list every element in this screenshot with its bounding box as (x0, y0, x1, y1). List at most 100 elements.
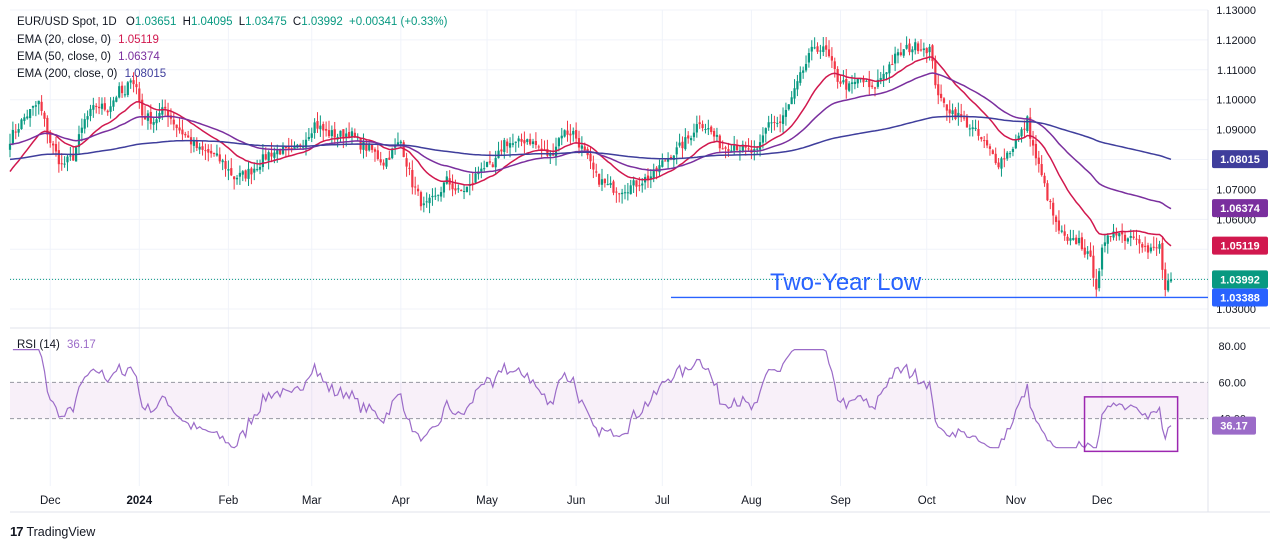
candle-body (833, 61, 836, 70)
candle-body (227, 169, 230, 171)
two-year-low-tag-label: 1.03388 (1220, 292, 1260, 304)
candle-body (1020, 129, 1023, 137)
candle-body (1011, 148, 1015, 152)
candle-body (807, 53, 811, 63)
price-axis[interactable]: 1.13000 1.12000 1.11000 1.10000 1.09000 1.080… (1212, 5, 1268, 435)
candle-body (1092, 255, 1095, 278)
candle-body (1006, 152, 1009, 159)
candle-body (439, 192, 443, 197)
candle-body (1046, 183, 1049, 201)
candle-body (54, 144, 58, 152)
time-tick-label: Sep (830, 495, 850, 507)
candle (1066, 233, 1069, 245)
candle-body (350, 131, 354, 137)
candle-body (1169, 279, 1173, 282)
candle-body (549, 153, 552, 156)
candle-body (580, 145, 583, 149)
tradingview-logo[interactable]: 17 TradingView (10, 524, 95, 539)
candle-body (612, 181, 615, 193)
candle (928, 43, 931, 61)
candle-body (695, 124, 698, 133)
candle-body (727, 149, 730, 152)
candle-body (69, 155, 72, 157)
rsi-legend[interactable]: RSI (14) 36.17 (17, 339, 96, 351)
candle-body (437, 194, 440, 196)
candle-body (428, 197, 431, 204)
candle-body (247, 168, 250, 179)
candle-body (836, 68, 839, 82)
candle (822, 37, 825, 57)
candle-body (471, 182, 474, 184)
candle (980, 136, 983, 142)
candle-body (49, 133, 52, 143)
candle (448, 170, 451, 191)
candle (848, 81, 851, 93)
candle (166, 102, 170, 127)
candle-body (1043, 175, 1046, 184)
ema-20-tag-label: 1.05119 (1220, 241, 1259, 253)
candle-body (483, 168, 486, 170)
candle (925, 47, 928, 63)
candle (204, 143, 207, 161)
rsi-tag (1212, 416, 1256, 435)
symbol-label[interactable]: EUR/USD Spot, 1D (17, 16, 117, 28)
candle-body (822, 46, 825, 52)
candle-body (181, 129, 184, 135)
candle-body (1031, 140, 1035, 146)
ema200-legend[interactable]: EMA (200, close, 0) 1.08015 (17, 68, 166, 80)
candle (480, 162, 483, 179)
candle (57, 141, 60, 173)
candle-body (744, 146, 747, 148)
time-tick-label: Jun (567, 495, 586, 507)
candle-body (57, 150, 60, 165)
candle-body (1103, 242, 1107, 246)
candle (1029, 107, 1032, 147)
candle (1031, 130, 1035, 156)
ema200-label: EMA (200, close, 0) (17, 68, 118, 80)
candle (753, 140, 756, 161)
candle-body (1072, 238, 1075, 240)
candle-body (546, 148, 549, 156)
candle-body (508, 143, 512, 148)
candle (74, 145, 78, 162)
candle (60, 153, 63, 171)
time-axis[interactable]: Dec 2024 Feb Mar Apr May Jun Jul Aug Sep Oct Nov Dec (40, 495, 1112, 507)
candle-body (172, 119, 175, 125)
candle (1086, 246, 1089, 260)
candle (164, 99, 167, 116)
candle-body (715, 134, 719, 137)
candle-body (399, 141, 402, 144)
candle (623, 184, 627, 200)
ema20-legend[interactable]: EMA (20, close, 0) 1.05119 (17, 34, 159, 46)
candle (543, 140, 546, 151)
candle (917, 41, 920, 54)
candle (971, 120, 974, 137)
candle (103, 97, 106, 112)
candle (517, 135, 520, 148)
candle (813, 37, 816, 50)
candle-body (396, 142, 400, 146)
candle-body (589, 153, 592, 162)
candle-body (442, 182, 446, 193)
candle-body (1029, 117, 1032, 139)
candle (1003, 148, 1006, 168)
candle (233, 176, 236, 190)
ema50-legend[interactable]: EMA (50, close, 0) 1.06374 (17, 51, 160, 63)
candle-body (379, 159, 382, 163)
candle (572, 127, 575, 142)
candle (957, 102, 960, 126)
ema-200-line (9, 115, 1172, 161)
candle (126, 81, 129, 98)
candle-body (672, 155, 675, 161)
candle-body (1106, 235, 1109, 244)
candle-body (1083, 247, 1086, 255)
ema-20-tag (1212, 236, 1268, 255)
candle-body (270, 152, 273, 157)
candle-body (72, 154, 75, 161)
candle-body (287, 147, 290, 149)
candle-body (253, 168, 256, 173)
candle (793, 79, 796, 105)
candle (302, 139, 305, 150)
candle (598, 173, 601, 188)
candle (178, 117, 181, 134)
